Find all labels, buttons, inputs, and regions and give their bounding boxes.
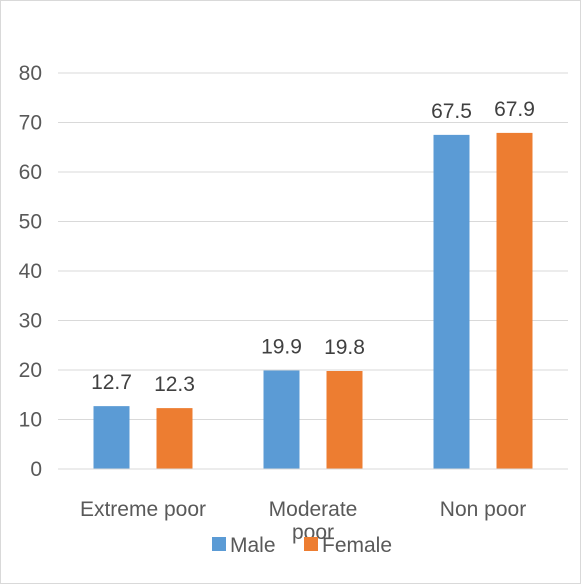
legend-label-male: Male	[230, 534, 276, 557]
y-tick-label: 80	[19, 62, 42, 85]
data-label: 19.8	[324, 336, 365, 359]
y-tick-label: 0	[30, 458, 42, 481]
legend-swatch-female	[304, 537, 318, 551]
bar-male-0	[93, 406, 130, 469]
bar-female-1	[326, 370, 363, 469]
y-tick-label: 70	[19, 112, 42, 135]
data-label: 12.3	[154, 373, 195, 396]
legend-label-female: Female	[322, 534, 392, 557]
x-tick-label: Extreme poor	[80, 498, 206, 521]
bar-male-1	[263, 370, 300, 469]
data-label: 12.7	[91, 371, 132, 394]
x-axis: Extreme poor Moderate poor Non poor	[58, 468, 568, 544]
bar-female-2	[496, 132, 533, 469]
y-tick-label: 30	[19, 310, 42, 333]
data-label: 67.9	[494, 98, 535, 121]
y-axis: 0 10 20 30 40 50 60 70 80	[19, 62, 42, 481]
y-tick-label: 10	[19, 409, 42, 432]
y-tick-label: 20	[19, 359, 42, 382]
data-label: 67.5	[431, 100, 472, 123]
legend-swatch-male	[212, 537, 226, 551]
bar-male-2	[433, 134, 470, 469]
x-tick-label: Moderate poor	[269, 498, 358, 544]
x-tick-label: Non poor	[440, 498, 526, 521]
gridlines	[58, 72, 568, 470]
data-labels: 12.7 12.3 19.9 19.8 67.5 67.9	[91, 98, 535, 396]
data-label: 19.9	[261, 335, 302, 358]
y-tick-label: 50	[19, 211, 42, 234]
y-tick-label: 60	[19, 161, 42, 184]
bars	[93, 132, 533, 469]
bar-female-0	[156, 408, 193, 469]
y-tick-label: 40	[19, 260, 42, 283]
legend: Male Female	[212, 534, 392, 557]
